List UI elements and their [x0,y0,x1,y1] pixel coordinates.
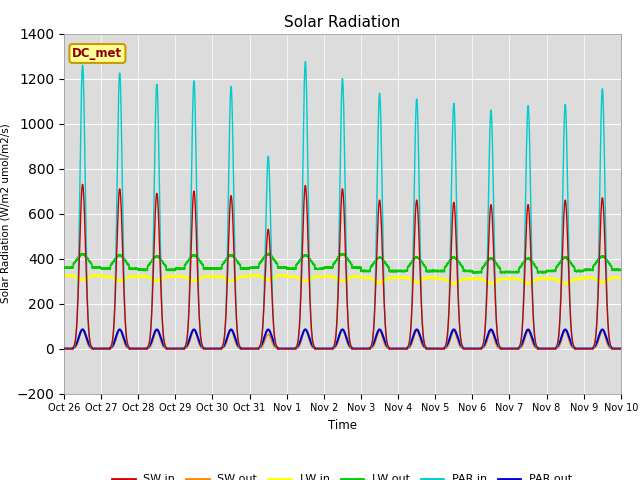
Title: Solar Radiation: Solar Radiation [284,15,401,30]
Legend: SW in, SW out, LW in, LW out, PAR in, PAR out: SW in, SW out, LW in, LW out, PAR in, PA… [108,470,577,480]
Y-axis label: Solar Radiation (W/m2 umol/m2/s): Solar Radiation (W/m2 umol/m2/s) [1,124,11,303]
Text: DC_met: DC_met [72,47,122,60]
X-axis label: Time: Time [328,419,357,432]
